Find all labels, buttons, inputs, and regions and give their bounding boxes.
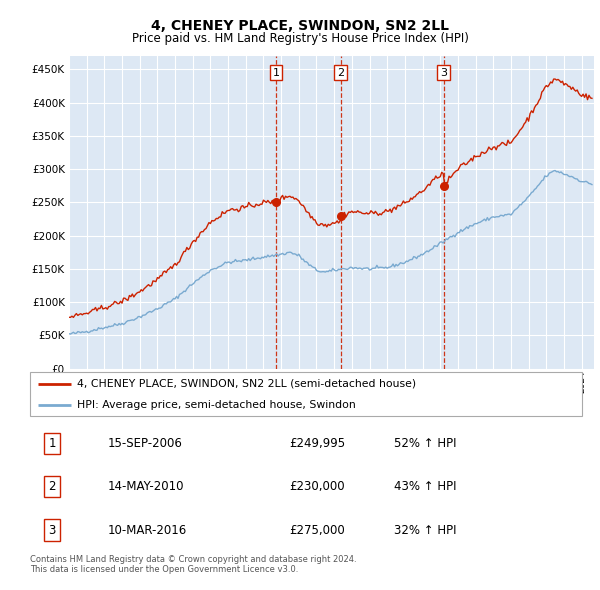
Text: £249,995: £249,995 bbox=[289, 437, 346, 450]
Text: Price paid vs. HM Land Registry's House Price Index (HPI): Price paid vs. HM Land Registry's House … bbox=[131, 32, 469, 45]
Text: 14-MAY-2010: 14-MAY-2010 bbox=[107, 480, 184, 493]
Text: 52% ↑ HPI: 52% ↑ HPI bbox=[394, 437, 457, 450]
Text: 4, CHENEY PLACE, SWINDON, SN2 2LL (semi-detached house): 4, CHENEY PLACE, SWINDON, SN2 2LL (semi-… bbox=[77, 379, 416, 389]
Text: 2: 2 bbox=[337, 68, 344, 78]
Text: 15-SEP-2006: 15-SEP-2006 bbox=[107, 437, 182, 450]
Text: £275,000: £275,000 bbox=[289, 523, 345, 536]
Text: 43% ↑ HPI: 43% ↑ HPI bbox=[394, 480, 457, 493]
Text: 32% ↑ HPI: 32% ↑ HPI bbox=[394, 523, 457, 536]
Text: £230,000: £230,000 bbox=[289, 480, 345, 493]
Text: 10-MAR-2016: 10-MAR-2016 bbox=[107, 523, 187, 536]
Text: Contains HM Land Registry data © Crown copyright and database right 2024.
This d: Contains HM Land Registry data © Crown c… bbox=[30, 555, 356, 574]
Text: 4, CHENEY PLACE, SWINDON, SN2 2LL: 4, CHENEY PLACE, SWINDON, SN2 2LL bbox=[151, 19, 449, 33]
FancyBboxPatch shape bbox=[30, 372, 582, 416]
Text: 1: 1 bbox=[49, 437, 56, 450]
Text: 3: 3 bbox=[49, 523, 56, 536]
Text: 3: 3 bbox=[440, 68, 447, 78]
Text: 2: 2 bbox=[49, 480, 56, 493]
Text: 1: 1 bbox=[272, 68, 280, 78]
Text: HPI: Average price, semi-detached house, Swindon: HPI: Average price, semi-detached house,… bbox=[77, 400, 356, 410]
